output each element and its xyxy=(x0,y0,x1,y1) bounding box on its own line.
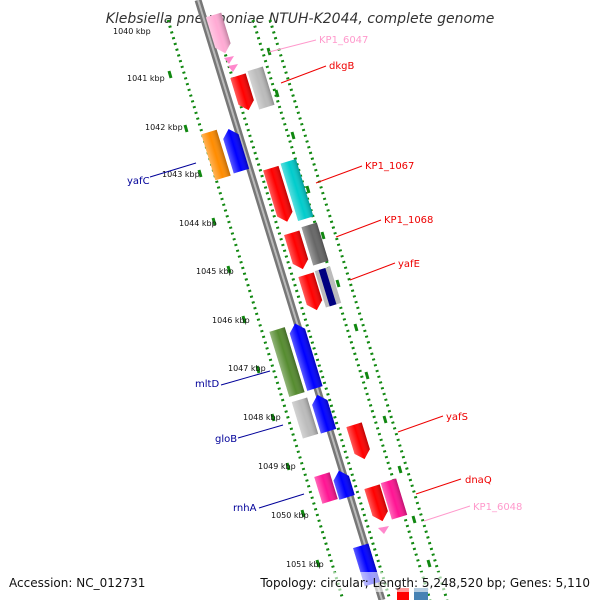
tick-label: 1041 kbp xyxy=(127,74,165,83)
feature-olive xyxy=(269,327,305,397)
feature-KP1_1067 xyxy=(263,165,293,222)
inner-left-track xyxy=(213,19,392,600)
feature-KP1_6047 xyxy=(205,12,231,54)
feature-dnaQ xyxy=(364,484,388,522)
feature-small-pink xyxy=(224,56,234,64)
leader-line xyxy=(268,39,317,53)
footer-backdrop xyxy=(0,572,600,592)
feature-mltD xyxy=(289,323,323,391)
gene-label-yafC: yafC xyxy=(127,176,150,187)
gene-label-KP1_6048: KP1_6048 xyxy=(473,502,522,513)
gene-label-dnaQ: dnaQ xyxy=(465,475,492,486)
tick-label: 1049 kbp xyxy=(258,462,296,471)
tick-label: 1045 kbp xyxy=(196,267,234,276)
leader-line xyxy=(397,415,444,433)
tick-label: 1042 kbp xyxy=(145,123,183,132)
gene-labels: KP1_6047 dkgB yafC KP1_1067 KP1_1068 yaf… xyxy=(127,35,522,522)
feature-small-pink xyxy=(228,64,238,72)
tick-label: 1044 kbp xyxy=(179,219,217,228)
accession-text: Accession: NC_012731 xyxy=(9,576,145,590)
gene-features xyxy=(201,12,428,600)
tick-label: 1040 kbp xyxy=(113,27,151,36)
tick-label: 1043 kbp xyxy=(162,170,200,179)
track-dashes xyxy=(167,47,432,568)
gene-label-yafS: yafS xyxy=(446,412,468,423)
gene-label-KP1_6047: KP1_6047 xyxy=(319,35,368,46)
tick-label: 1050 kbp xyxy=(271,511,309,520)
leader-line xyxy=(423,505,471,522)
leader-line xyxy=(349,262,396,281)
feature-orange xyxy=(201,129,231,181)
feature-magenta-2 xyxy=(380,478,408,520)
leader-line xyxy=(237,424,284,439)
gene-label-dkgB: dkgB xyxy=(329,61,354,72)
feature-navy xyxy=(314,266,342,308)
feature-KP1_1068 xyxy=(284,230,309,270)
tick-label: 1048 kbp xyxy=(243,413,281,422)
feature-gray xyxy=(247,66,275,110)
gene-label-rnhA: rnhA xyxy=(233,503,257,514)
genome-summary-text: Topology: circular; Length: 5,248,520 bp… xyxy=(259,576,590,590)
map-title: Klebsiella pneumoniae NTUH-K2044, comple… xyxy=(106,11,495,27)
feature-rnhA xyxy=(333,470,355,500)
feature-gray-2 xyxy=(291,397,319,439)
leader-line xyxy=(258,493,305,509)
feature-gloB xyxy=(312,394,337,434)
feature-yafS xyxy=(346,422,370,460)
leader-line xyxy=(335,219,382,238)
feature-yafE xyxy=(298,272,323,311)
leader-line xyxy=(149,162,197,178)
tick-label: 1046 kbp xyxy=(212,316,250,325)
feature-magenta xyxy=(314,472,338,504)
feature-darkgray xyxy=(301,222,329,266)
leader-line xyxy=(415,478,462,495)
gene-label-KP1_1067: KP1_1067 xyxy=(365,161,414,172)
gene-label-KP1_1068: KP1_1068 xyxy=(384,215,433,226)
gene-label-gloB: gloB xyxy=(215,434,237,445)
genome-backbone-highlight xyxy=(197,0,383,600)
outer-right-track xyxy=(268,19,449,600)
gene-label-mltD: mltD xyxy=(195,379,219,390)
leader-line xyxy=(315,165,363,184)
leader-line xyxy=(280,65,327,84)
feature-yafC xyxy=(223,128,250,174)
tick-label: 1047 kbp xyxy=(228,364,266,373)
feature-cyan xyxy=(280,158,314,222)
feature-KP1_6048 xyxy=(378,526,389,534)
tick-label: 1051 kbp xyxy=(286,560,324,569)
feature-dkgB xyxy=(230,73,254,111)
leader-line xyxy=(220,370,271,386)
gene-label-yafE: yafE xyxy=(398,259,420,270)
coordinate-ticks: 1040 kbp 1041 kbp 1042 kbp 1043 kbp 1044… xyxy=(113,27,324,569)
outer-left-track xyxy=(166,19,345,600)
